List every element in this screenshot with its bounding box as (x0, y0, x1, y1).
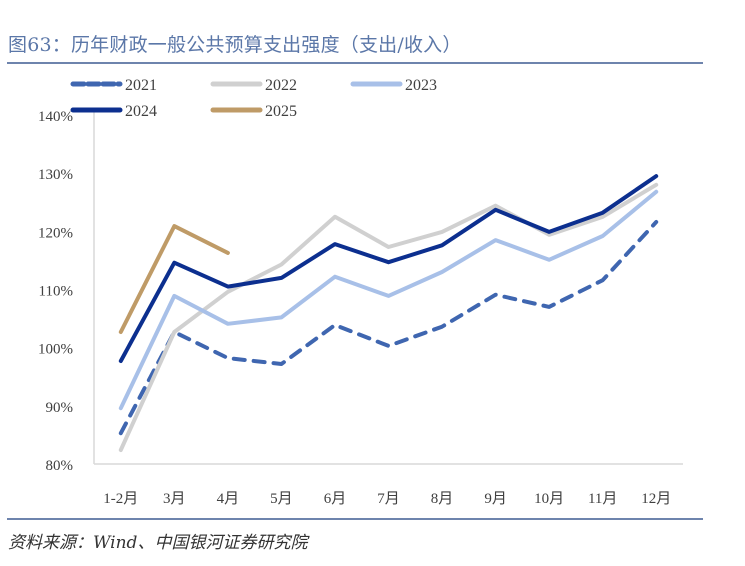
source-note: 资料来源：Wind、中国银河证券研究院 (8, 533, 308, 553)
series-line-2021 (118, 220, 659, 436)
x-tick-label: 9月 (484, 491, 507, 507)
legend-label: 2024 (125, 103, 157, 120)
legend-label: 2023 (405, 77, 437, 94)
series-line-2022 (118, 182, 659, 452)
title-divider (7, 62, 703, 64)
series-line-2025 (118, 224, 230, 334)
x-tick-label: 4月 (217, 491, 240, 507)
axes (93, 110, 683, 465)
y-tick-label: 120% (38, 225, 73, 241)
legend-label: 2025 (265, 103, 297, 120)
y-tick-label: 140% (38, 109, 73, 125)
y-tick-label: 110% (39, 284, 73, 300)
legend-item-2021: 2021 (70, 77, 157, 94)
x-tick-label: 12月 (641, 491, 671, 507)
legend-item-2023: 2023 (350, 77, 437, 94)
x-tick-label: 8月 (431, 491, 454, 507)
legend: 2021 2022 2023 2024 2025 (70, 77, 437, 120)
legend-item-2024: 2024 (70, 103, 157, 120)
y-axis-ticks: 80% 90% 100% 110% 120% 130% 140% (38, 109, 73, 474)
chart-title: 图63：历年财政一般公共预算支出强度（支出/收入） (8, 34, 462, 56)
series-line-2024 (118, 174, 659, 363)
x-tick-label: 6月 (324, 491, 347, 507)
source-divider (7, 518, 703, 520)
series-lines (118, 174, 659, 452)
x-tick-label: 10月 (534, 491, 564, 507)
x-tick-label: 5月 (270, 491, 293, 507)
x-tick-label: 1-2月 (103, 491, 138, 507)
y-tick-label: 90% (46, 400, 74, 416)
x-axis-ticks: 1-2月 3月 4月 5月 6月 7月 8月 9月 10月 11月 12月 (103, 491, 671, 507)
series-line-2023 (118, 189, 659, 411)
legend-label: 2021 (125, 77, 157, 94)
y-tick-label: 130% (38, 167, 73, 183)
legend-item-2025: 2025 (210, 103, 297, 120)
x-tick-label: 3月 (163, 491, 186, 507)
y-tick-label: 100% (38, 342, 73, 358)
legend-label: 2022 (265, 77, 297, 94)
x-tick-label: 11月 (588, 491, 617, 507)
legend-item-2022: 2022 (210, 77, 297, 94)
x-tick-label: 7月 (377, 491, 400, 507)
y-tick-label: 80% (46, 458, 74, 474)
